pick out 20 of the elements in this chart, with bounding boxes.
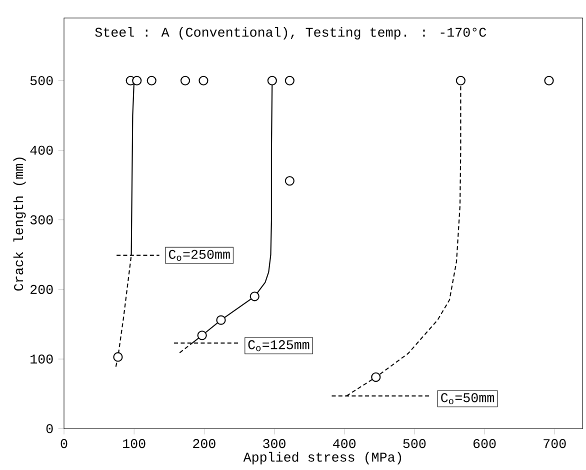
x-tick-label: 0: [60, 439, 68, 448]
y-axis-title: Crack length (mm): [13, 158, 26, 291]
y-tick-label: 100: [30, 354, 53, 364]
x-tick-label: 400: [333, 439, 356, 448]
annotation: C$_{o}$=50mm: [441, 393, 494, 404]
x-tick-label: 100: [123, 439, 146, 448]
x-tick-label: 700: [544, 439, 566, 448]
x-axis-title: Applied stress (MPa): [243, 452, 402, 464]
x-tick-label: 200: [193, 439, 216, 448]
annotation: C$_{o}$=125mm: [248, 340, 310, 352]
y-tick-label: 0: [46, 424, 53, 434]
y-tick-label: 300: [30, 215, 53, 224]
y-tick-label: 400: [30, 146, 53, 155]
x-tick-label: 300: [263, 439, 286, 448]
y-tick-label: 500: [30, 76, 53, 86]
text: Steel : A (Conventional), Testing temp. : -170°C: [95, 27, 486, 40]
y-tick-label: 200: [30, 284, 53, 294]
annotation: C$_{o}$=250mm: [168, 250, 230, 261]
x-tick-label: 600: [474, 439, 496, 448]
x-tick-label: 500: [403, 439, 426, 448]
